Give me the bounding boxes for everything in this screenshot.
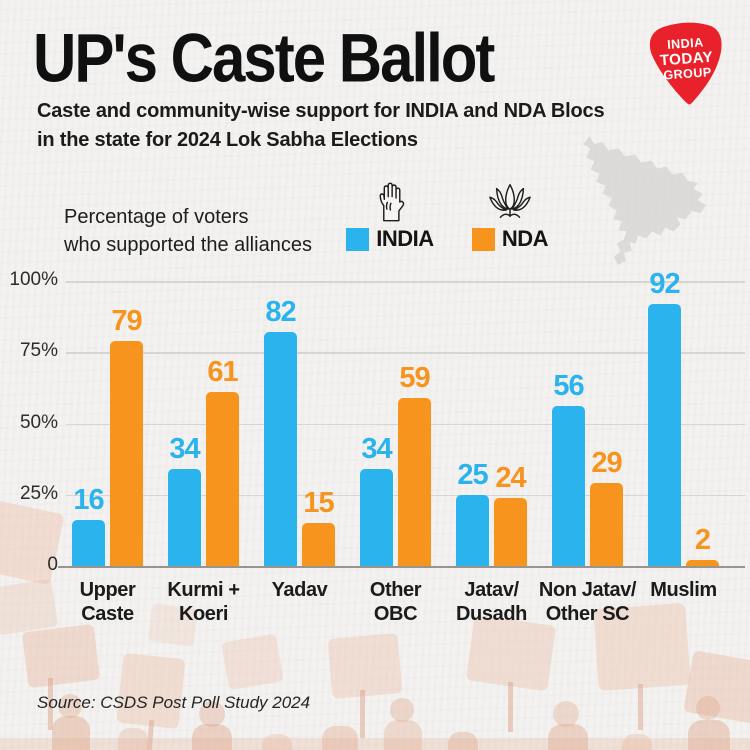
x-axis-category-label: Jatav/Dusadh xyxy=(456,579,527,625)
bar-column-nda: 79 xyxy=(110,266,143,566)
up-map-shape xyxy=(583,136,706,265)
bar-value-label: 82 xyxy=(265,296,296,329)
bar-value-label: 61 xyxy=(207,356,238,389)
bar xyxy=(494,497,527,566)
bar-group: 34 59 xyxy=(360,266,431,566)
y-tick-label: 50% xyxy=(19,411,58,433)
y-tick-label: 100% xyxy=(9,269,58,290)
legend-item-india: INDIA xyxy=(338,180,442,252)
bar-column-india: 92 xyxy=(648,266,681,566)
bar-column-india: 16 xyxy=(72,266,105,566)
x-axis-line xyxy=(58,566,745,568)
bar xyxy=(648,303,681,566)
bar xyxy=(552,406,585,566)
legend-caption: Percentage of voters who supported the a… xyxy=(64,203,312,259)
crowd-shapes xyxy=(0,500,750,750)
congress-hand-icon xyxy=(379,182,405,222)
bar xyxy=(264,332,297,566)
bar-group: 82 15 xyxy=(264,266,335,566)
bar-column-nda: 59 xyxy=(398,266,431,566)
bar-value-label: 56 xyxy=(553,370,584,403)
subtitle-line1: Caste and community-wise support for IND… xyxy=(37,100,605,122)
legend-caption-line1: Percentage of voters xyxy=(64,206,249,228)
subtitle: Caste and community-wise support for IND… xyxy=(37,97,605,155)
bar-value-label: 34 xyxy=(361,433,392,466)
gridline xyxy=(66,352,745,354)
bar-column-india: 34 xyxy=(168,266,201,566)
bar-group: 16 79 xyxy=(72,266,143,566)
bar-column-nda: 61 xyxy=(206,266,239,566)
legend-label-nda: NDA xyxy=(501,226,549,251)
bar xyxy=(302,523,335,566)
bar-value-label: 79 xyxy=(111,304,142,337)
bar xyxy=(206,392,239,566)
bar-value-label: 15 xyxy=(303,487,334,520)
bar-value-label: 59 xyxy=(399,361,430,394)
bar-value-label: 16 xyxy=(73,484,104,517)
bar-value-label: 34 xyxy=(169,433,200,466)
x-axis-category-label: Upper Caste xyxy=(79,579,136,625)
x-axis-category-label: Non Jatav/Other SC xyxy=(538,579,637,625)
bar xyxy=(360,469,393,566)
legend-label-india: INDIA xyxy=(376,226,434,251)
bar-column-india: 25 xyxy=(456,266,489,566)
bar xyxy=(72,520,105,566)
bar xyxy=(398,397,431,566)
bar-column-nda: 29 xyxy=(590,266,623,566)
bar-column-india: 56 xyxy=(552,266,585,566)
bar-group: 56 29 xyxy=(552,266,623,566)
logo-text-line1: INDIA xyxy=(667,35,704,52)
bar-group: 92 2 xyxy=(648,266,719,566)
bar xyxy=(686,560,719,566)
logo-shape xyxy=(649,22,722,105)
x-axis-category-label: Kurmi + Koeri xyxy=(167,579,240,625)
crowd-illustration xyxy=(0,500,750,750)
bar-column-nda: 24 xyxy=(494,266,527,566)
bar-column-india: 34 xyxy=(360,266,393,566)
bar-value-label: 2 xyxy=(694,524,711,557)
y-tick-label: 25% xyxy=(19,482,58,504)
logo-text-line2: TODAY xyxy=(659,49,713,70)
bar-group: 25 24 xyxy=(456,266,527,566)
bar-column-nda: 15 xyxy=(302,266,335,566)
y-tick-label: 75% xyxy=(19,340,58,362)
bar-group: 34 61 xyxy=(168,266,239,566)
x-axis-category-label: Other OBC xyxy=(369,579,422,625)
bar xyxy=(110,340,143,566)
bar-value-label: 29 xyxy=(591,447,622,480)
x-axis-category-label: Yadav xyxy=(271,579,328,601)
bar xyxy=(590,483,623,566)
bar-value-label: 92 xyxy=(649,267,680,300)
bar-column-nda: 2 xyxy=(686,266,719,566)
logo-text-line3: GROUP xyxy=(663,65,712,82)
bar xyxy=(456,494,489,566)
bar-column-india: 82 xyxy=(264,266,297,566)
bar-value-label: 25 xyxy=(457,458,488,491)
nda-color-swatch xyxy=(471,227,495,251)
page-title: UP's Caste Ballot xyxy=(33,19,495,97)
india-color-swatch xyxy=(346,227,370,251)
source-note: Source: CSDS Post Poll Study 2024 xyxy=(37,693,311,712)
bar xyxy=(168,469,201,566)
y-tick-label: 0 xyxy=(47,554,58,575)
gridline xyxy=(66,281,745,283)
india-today-group-logo: INDIA TODAY GROUP xyxy=(640,11,730,113)
subtitle-line2: in the state for 2024 Lok Sabha Election… xyxy=(37,129,418,151)
legend-caption-line2: who supported the alliances xyxy=(64,234,312,256)
bar-value-label: 24 xyxy=(495,461,526,494)
legend-item-nda: NDA xyxy=(462,180,558,252)
bjp-lotus-icon xyxy=(489,184,531,219)
x-axis-category-label: Muslim xyxy=(650,579,717,601)
up-state-map xyxy=(583,136,706,265)
